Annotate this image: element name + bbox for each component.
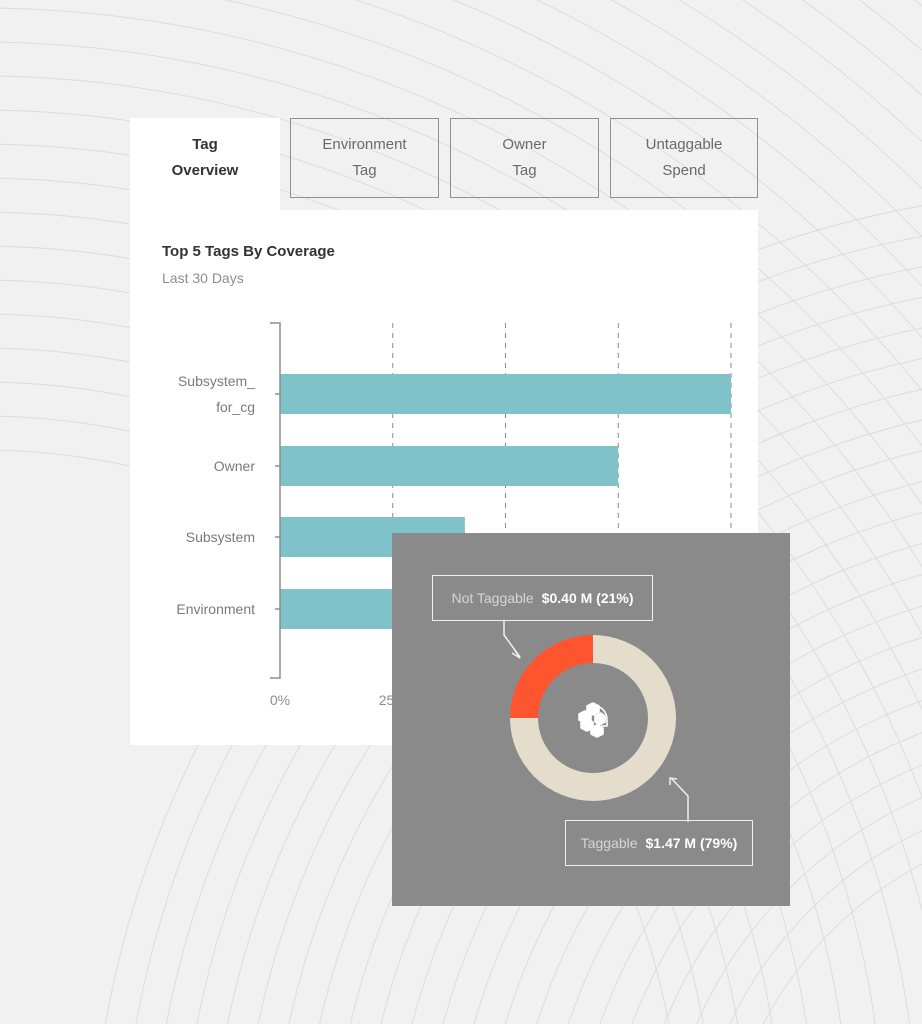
donut-chart [503, 621, 689, 822]
y-axis-label: Environment [176, 601, 255, 617]
taggable-callout: Taggable $1.47 M (79%) [565, 820, 753, 866]
taggable-connector [670, 777, 689, 822]
tab-label-line1: Environment [322, 136, 407, 153]
not-taggable-connector [503, 621, 521, 658]
x-axis-label: 0% [269, 692, 291, 708]
tab-owner-tag[interactable]: Owner Tag [450, 118, 599, 198]
callout-label: Not Taggable [451, 590, 534, 606]
y-axis-label: Owner [213, 458, 255, 474]
taggable-arrowhead-icon [669, 777, 678, 785]
tab-tag-overview[interactable]: Tag Overview [130, 118, 280, 198]
not-taggable-arrowhead-icon [511, 648, 521, 659]
tab-untaggable-spend[interactable]: Untaggable Spend [610, 118, 758, 198]
tab-label-line2: Tag [352, 162, 377, 179]
tab-label-line2: Overview [171, 162, 239, 179]
tab-label-line2: Spend [662, 162, 706, 179]
tab-label-line1: Owner [502, 136, 547, 153]
untaggable-spend-panel: Not Taggable $0.40 M (21%) Taggable $1.4… [392, 533, 790, 906]
tab-label-line1: Tag [192, 136, 218, 153]
callout-value: $0.40 M (21%) [541, 590, 634, 606]
chart-subtitle: Last 30 Days [162, 270, 244, 286]
chart-title: Top 5 Tags By Coverage [162, 243, 335, 260]
tab-label-line1: Untaggable [645, 136, 723, 153]
callout-label: Taggable [580, 835, 638, 851]
callout-value: $1.47 M (79%) [645, 835, 738, 851]
y-axis-label: Subsystem [185, 529, 255, 545]
not-taggable-callout: Not Taggable $0.40 M (21%) [432, 575, 653, 621]
taggable-segment [510, 635, 676, 801]
tab-environment-tag[interactable]: Environment Tag [290, 118, 439, 198]
tab-label-line2: Tag [512, 162, 537, 179]
y-axis-label: Subsystem_ for_cg [177, 373, 255, 415]
not-taggable-segment [510, 635, 593, 718]
stacked-cubes-logo-icon [578, 702, 608, 738]
